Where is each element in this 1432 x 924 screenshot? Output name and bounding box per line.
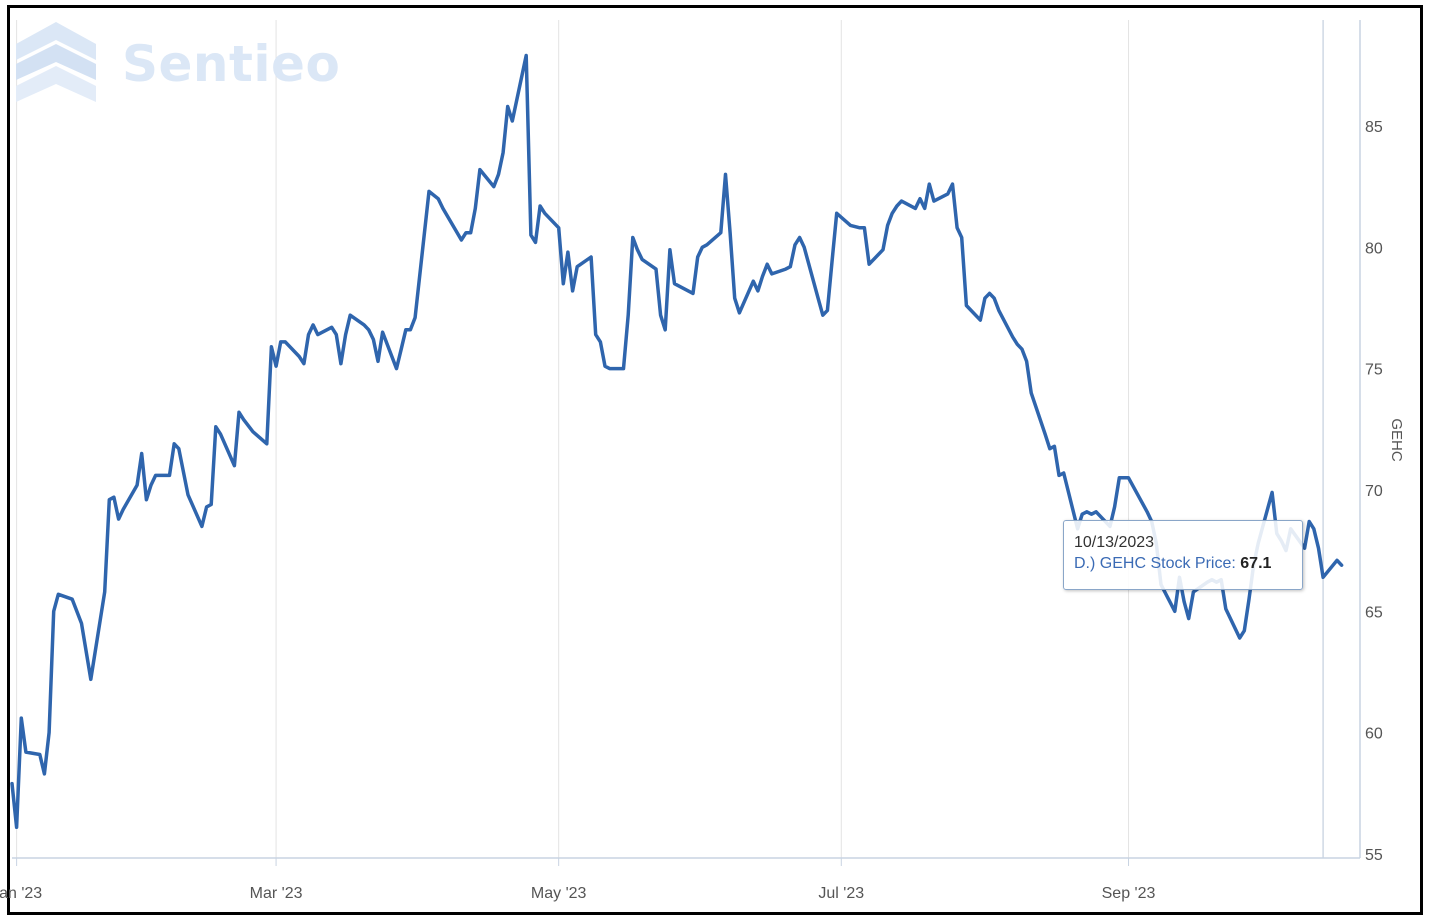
y-tick-label: 80 [1365,240,1383,257]
y-tick-label: 60 [1365,726,1383,743]
series-layer [10,53,1344,830]
tooltip-date: 10/13/2023 [1074,534,1155,551]
y-tick-label: 55 [1365,847,1383,864]
gridlines [16,20,1324,858]
y-tick-label: 65 [1365,604,1383,621]
tick-labels: Jan '23 Mar '23 May '23 Jul '23 Sep '23 55 60 6… [0,119,1405,902]
y-tick-label: 70 [1365,483,1383,500]
y-tick-label: 75 [1365,362,1383,379]
series-line-gehc [10,53,1344,830]
chart-frame [7,5,1423,915]
x-tick-label: Jul '23 [818,885,864,902]
y-tick-label: 85 [1365,119,1383,136]
watermark-logo: Sentieo [12,18,340,110]
x-tick-label: Jan '23 [0,885,42,902]
y-axis-title: GEHC [1388,418,1405,462]
tooltip-row: D.) GEHC Stock Price: 67.1 [1074,553,1292,575]
tooltip: 10/13/2023 D.) GEHC Stock Price: 67.1 [1063,520,1303,590]
x-tick-label: May '23 [531,885,587,902]
stacked-chevron-logo-icon [16,22,96,102]
x-tick-label: Sep '23 [1102,885,1156,902]
axes [12,20,1361,866]
x-tick-label: Mar '23 [250,885,303,902]
watermark-logo-text: Sentieo [122,35,341,93]
tooltip-value: 67.1 [1240,555,1272,572]
tooltip-series-label: D.) GEHC Stock Price: [1074,555,1236,572]
